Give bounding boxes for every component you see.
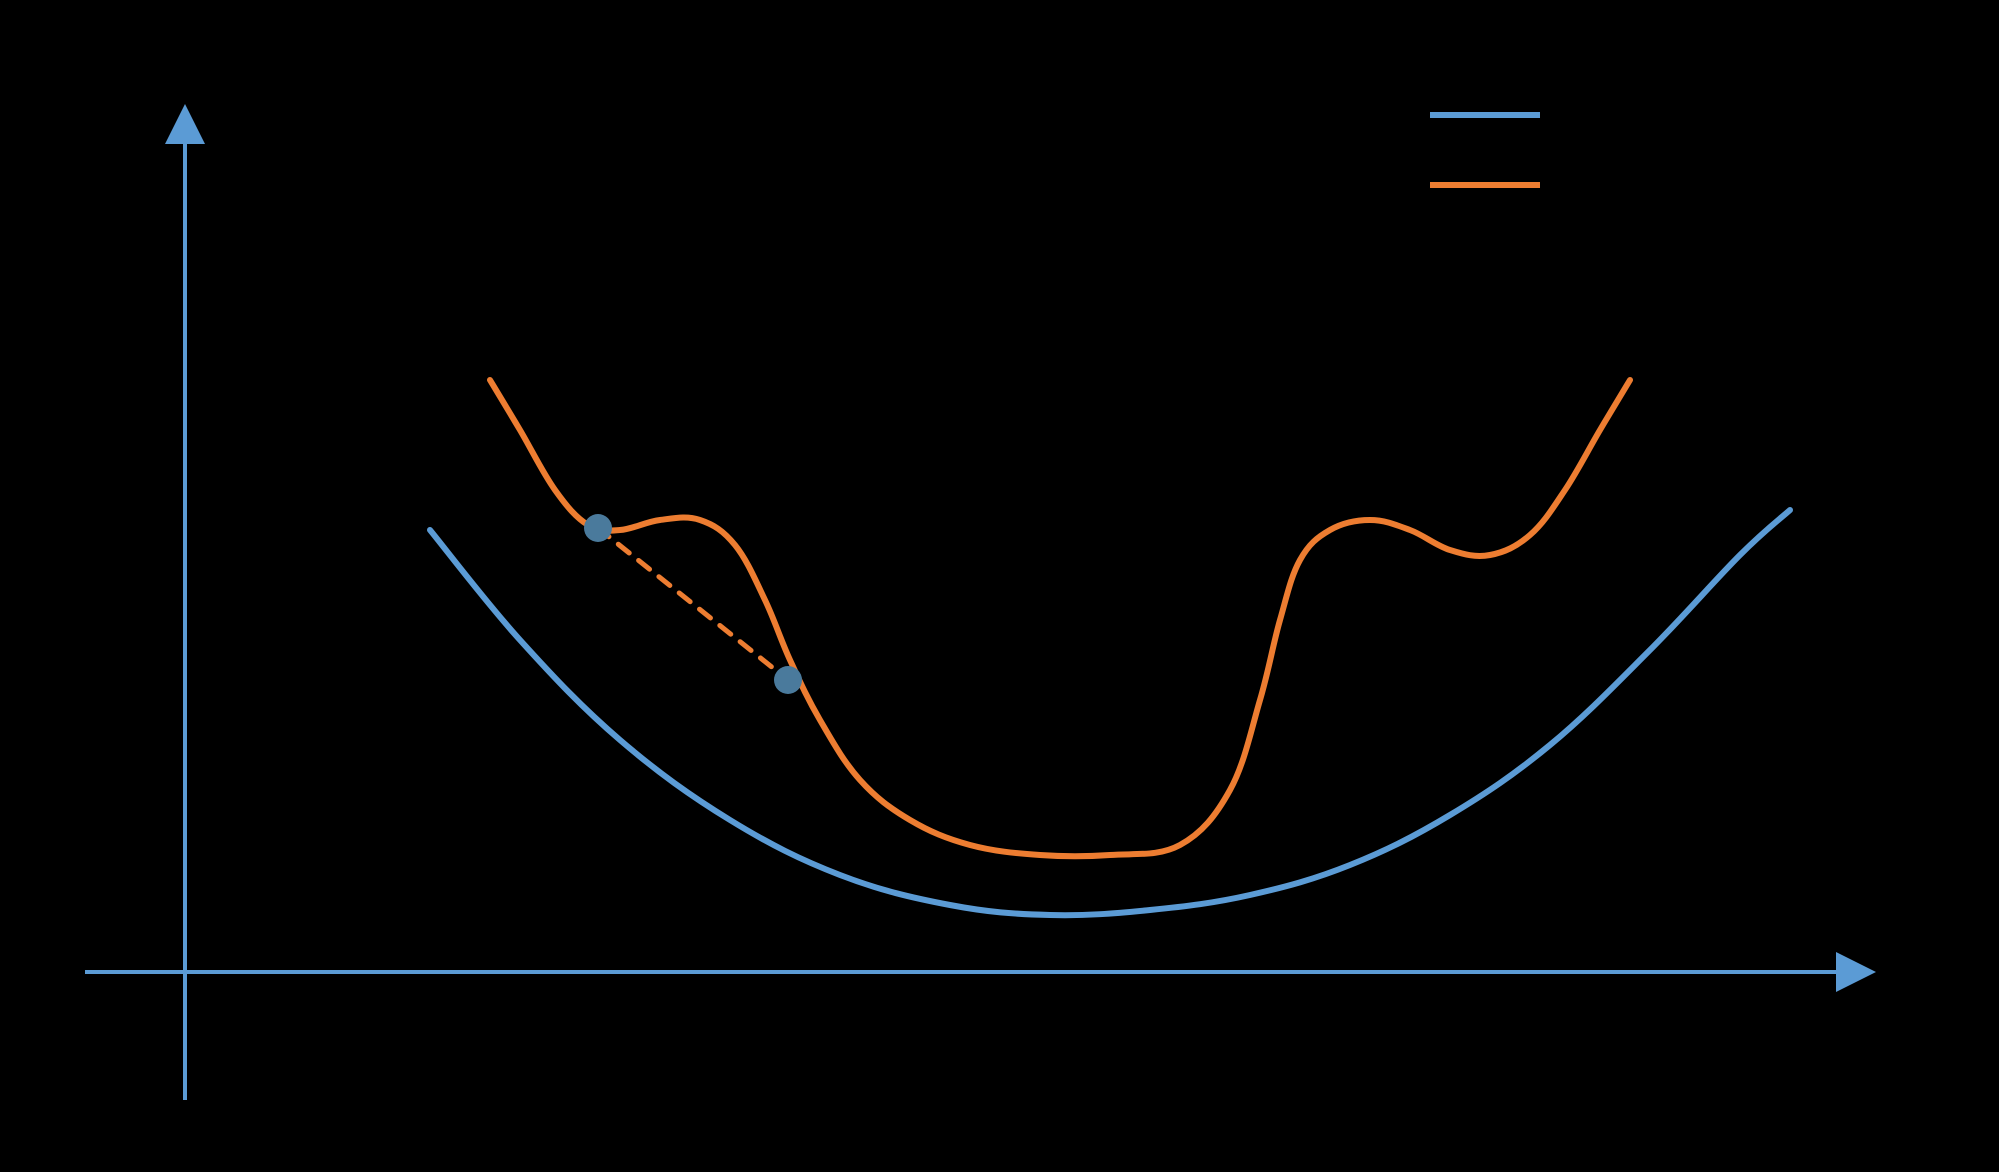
tangent-line xyxy=(598,528,788,680)
legend-label-1: Pruned model xyxy=(1565,167,1777,205)
chart-svg: Weights Loss Original model Pruned model xyxy=(0,0,1999,1172)
chart-root: Weights Loss Original model Pruned model xyxy=(0,0,1999,1172)
pruned-curve xyxy=(490,380,1630,856)
y-axis-label: Loss xyxy=(92,572,133,648)
marker-start xyxy=(584,514,612,542)
legend-label-0: Original model xyxy=(1565,97,1784,135)
marker-end xyxy=(774,666,802,694)
x-axis-label: Weights xyxy=(908,999,1037,1040)
